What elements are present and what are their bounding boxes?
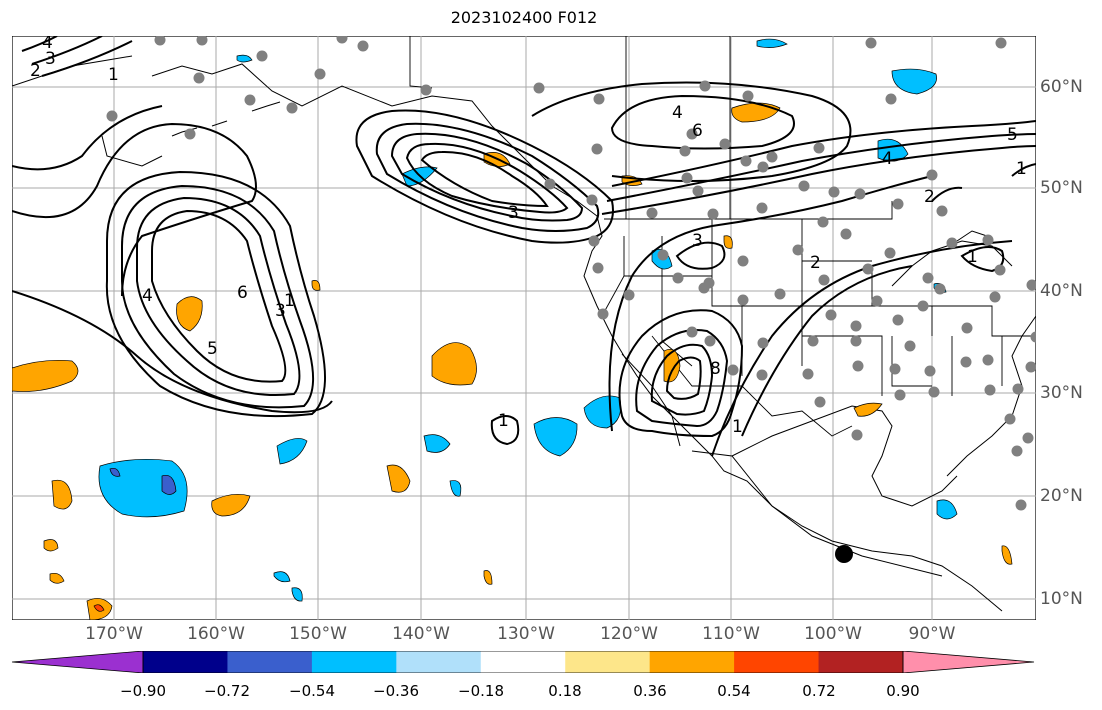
contour-label: 2 — [810, 253, 821, 273]
contour-label: 1 — [732, 417, 743, 437]
colorbar-segments — [12, 651, 1034, 673]
colorbar-tick-label: −0.90 — [120, 682, 166, 700]
contour-label: 4 — [672, 103, 683, 123]
storm-marker — [835, 545, 853, 563]
map-svg: 4 3 2 1 4 6 5 1 3 6 4 3 3 2 5 1 2 1 1 8 … — [12, 36, 1036, 620]
colorbar-tick-label: −0.54 — [289, 682, 335, 700]
contour-label: 5 — [1007, 125, 1018, 145]
lat-tick-label: 50°N — [1040, 178, 1083, 198]
lon-tick-label: 160°W — [187, 624, 245, 644]
lon-tick-label: 150°W — [289, 624, 347, 644]
colorbar-segment — [818, 651, 904, 673]
contour-label: 2 — [30, 61, 41, 81]
colorbar-segment — [565, 651, 651, 673]
lat-tick-label: 30°N — [1040, 383, 1083, 403]
contour-label: 2 — [924, 187, 935, 207]
contour-label: 8 — [710, 359, 721, 379]
lon-tick-label: 90°W — [908, 624, 956, 644]
contour-label: 6 — [237, 283, 248, 303]
colorbar-tick-label: −0.18 — [458, 682, 504, 700]
contour-label: 1 — [498, 411, 509, 431]
lon-tick-label: 170°W — [85, 624, 143, 644]
contour-label: 1 — [108, 65, 119, 85]
map-frame — [12, 36, 1036, 620]
contour-label: 5 — [207, 339, 218, 359]
colorbar-segment — [734, 651, 820, 673]
contour-label: 3 — [45, 49, 56, 69]
contour-label: 4 — [882, 149, 893, 169]
lon-tick-label: 100°W — [804, 624, 862, 644]
contour-label: 3 — [692, 231, 703, 251]
contour-label: 3 — [508, 203, 519, 223]
lon-tick-label: 120°W — [600, 624, 658, 644]
graticule — [12, 36, 1036, 620]
lat-tick-label: 20°N — [1040, 486, 1083, 506]
colorbar-tick-label: 0.18 — [548, 682, 582, 700]
lon-tick-label: 140°W — [392, 624, 450, 644]
contour-label: 1 — [284, 291, 295, 311]
lat-tick-label: 40°N — [1040, 281, 1083, 301]
contour-label: 4 — [42, 36, 53, 53]
lat-tick-label: 10°N — [1040, 589, 1083, 609]
contour-label: 6 — [692, 121, 703, 141]
colorbar-tick-label: 0.36 — [633, 682, 667, 700]
chart-title: 2023102400 F012 — [450, 8, 598, 27]
colorbar-segment — [227, 651, 313, 673]
contour-label: 3 — [275, 301, 286, 321]
colorbar-segment — [649, 651, 735, 673]
colorbar — [11, 651, 1035, 673]
colorbar-extend-low — [12, 651, 143, 673]
colorbar-segment — [143, 651, 228, 673]
colorbar-outline — [142, 651, 904, 673]
lat-tick-label: 60°N — [1040, 77, 1083, 97]
lon-tick-label: 110°W — [702, 624, 760, 644]
map-panel: 4 3 2 1 4 6 5 1 3 6 4 3 3 2 5 1 2 1 1 8 … — [12, 36, 1036, 620]
contour-label: 1 — [967, 247, 978, 267]
contour-label: 1 — [1016, 159, 1027, 179]
contour-label-group: 4 3 2 1 4 6 5 1 3 6 4 3 3 2 5 1 2 1 1 8 … — [30, 36, 1027, 437]
colorbar-segment — [311, 651, 397, 673]
lon-tick-label: 130°W — [497, 624, 555, 644]
colorbar-tick-label: 0.72 — [802, 682, 836, 700]
colorbar-segment — [480, 651, 566, 673]
colorbar-tick-label: −0.36 — [373, 682, 419, 700]
colorbar-tick-label: 0.90 — [886, 682, 920, 700]
colorbar-segment — [396, 651, 482, 673]
contour-label: 4 — [142, 286, 153, 306]
station-points — [106, 36, 1036, 511]
coastlines — [12, 55, 1036, 612]
colorbar-extend-high — [903, 651, 1034, 673]
colorbar-tick-label: 0.54 — [717, 682, 751, 700]
colorbar-tick-label: −0.72 — [204, 682, 250, 700]
